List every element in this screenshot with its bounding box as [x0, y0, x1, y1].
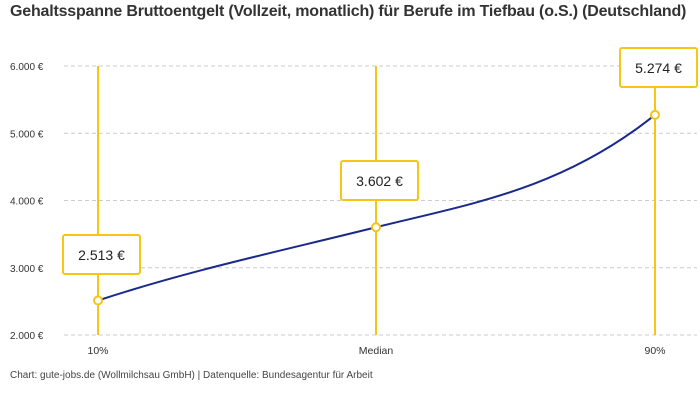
data-label: 5.274 € [635, 60, 682, 76]
x-tick-label: Median [359, 345, 394, 357]
data-label-box [619, 47, 698, 88]
data-label: 3.602 € [356, 173, 403, 189]
chart-source-footer: Chart: gute-jobs.de (Wollmilchsau GmbH) … [10, 370, 373, 381]
x-tick-label: 90% [644, 345, 665, 357]
y-tick-label: 3.000 € [10, 264, 44, 275]
data-point [371, 222, 381, 233]
y-tick-label: 2.000 € [10, 331, 44, 342]
y-tick-label: 6.000 € [10, 62, 44, 73]
data-label-box [62, 234, 141, 275]
y-tick-label: 5.000 € [10, 129, 44, 140]
y-tick-label: 4.000 € [10, 197, 44, 208]
chart-title: Gehaltsspanne Bruttoentgelt (Vollzeit, m… [10, 3, 687, 20]
data-point [93, 295, 103, 306]
data-label: 2.513 € [78, 247, 125, 263]
data-label-box [340, 160, 419, 201]
x-tick-label: 10% [87, 345, 108, 357]
data-point [650, 109, 660, 120]
